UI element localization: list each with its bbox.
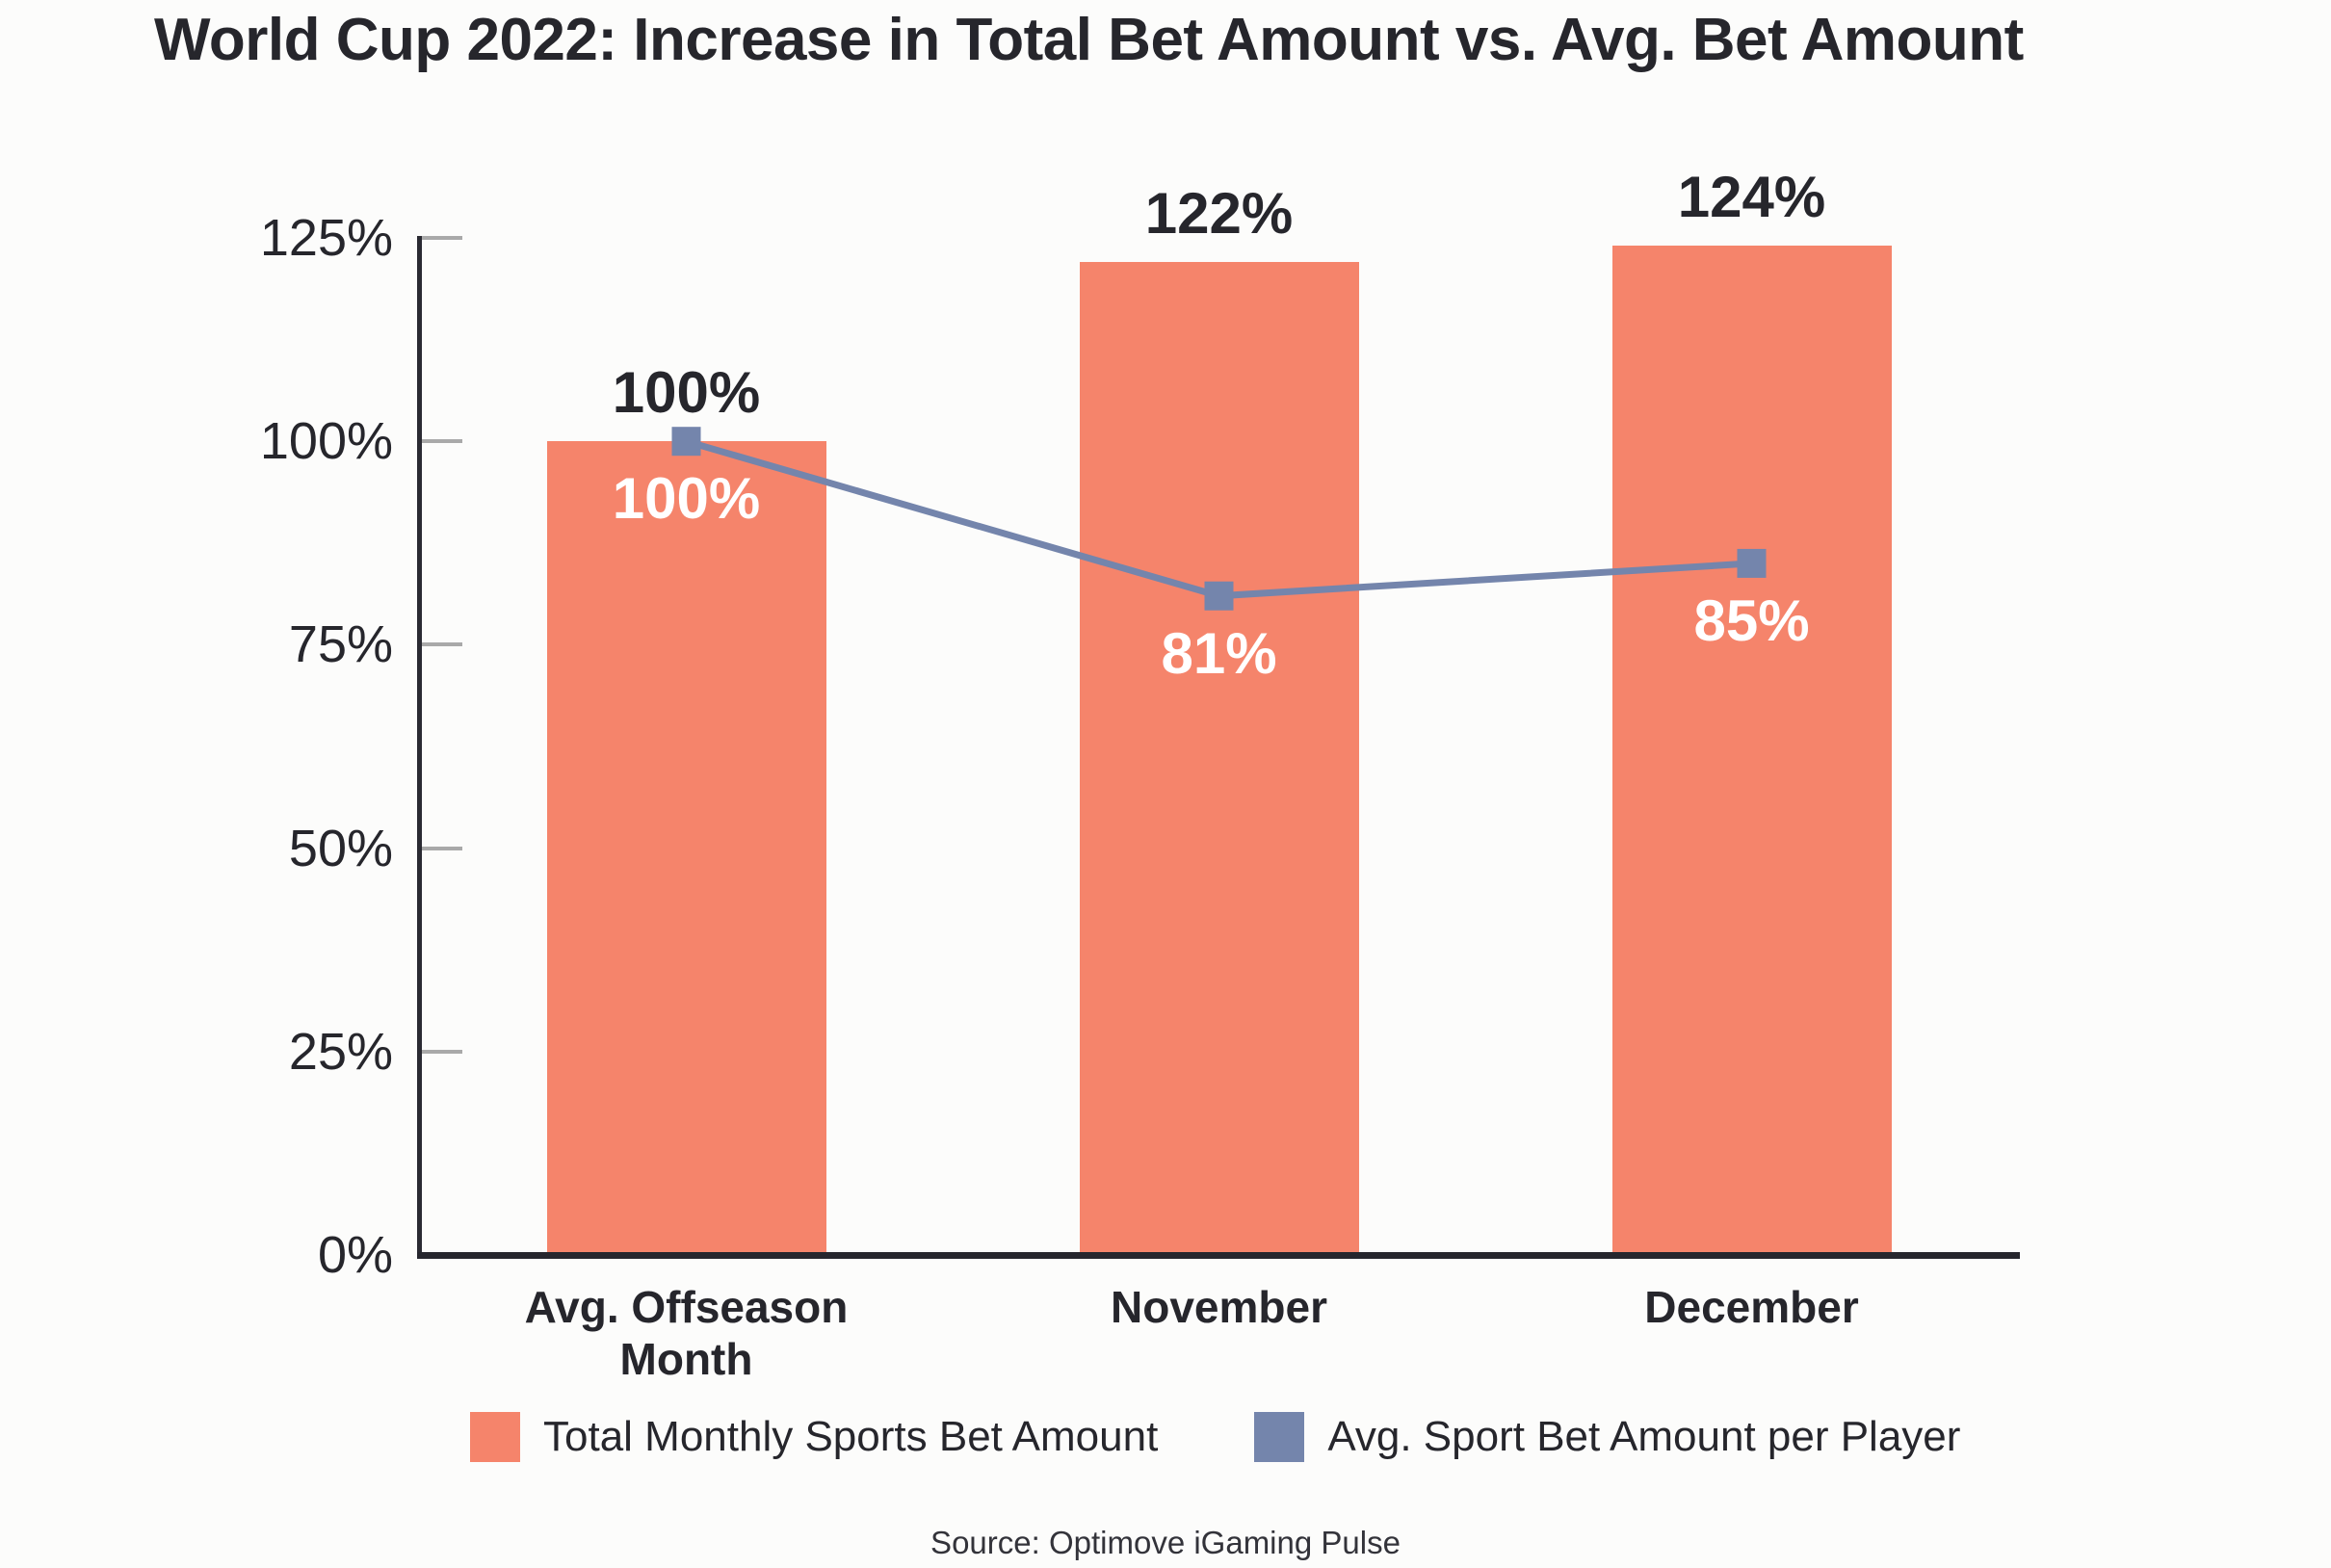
bar-value-label: 122% [1144,181,1294,247]
line-series-swatch-icon [1254,1412,1305,1462]
chart-title: World Cup 2022: Increase in Total Bet Am… [154,7,2024,73]
legend-label: Total Monthly Sports Bet Amount [543,1413,1159,1460]
category-label-2: November [1027,1281,1412,1333]
y-tick-mark [422,439,462,444]
y-tick-mark [422,846,462,850]
bar-value-label: 100% [612,360,761,426]
y-tick-mark [422,236,462,240]
y-tick-mark [422,642,462,647]
y-axis-line [417,236,422,1259]
legend-item-total-bet: Total Monthly Sports Bet Amount [470,1412,1158,1462]
y-tick-label: 100% [259,412,393,471]
y-tick-label: 50% [288,819,393,877]
y-tick-mark [422,1049,462,1054]
y-tick-label: 125% [259,209,393,267]
legend: Total Monthly Sports Bet Amount Avg. Spo… [470,1412,1960,1462]
bar-2 [1079,262,1359,1255]
legend-label: Avg. Sport Bet Amount per Player [1327,1413,1961,1460]
y-tick-label: 0% [317,1226,393,1284]
category-label-text: November [1111,1282,1327,1332]
bar-3 [1611,246,1892,1255]
category-label-text: December [1644,1282,1859,1332]
line-value-label: 85% [1693,588,1810,653]
bar-value-label: 124% [1677,165,1826,230]
x-axis-line [417,1252,2020,1259]
bar-series-swatch-icon [470,1412,520,1462]
y-tick-label: 75% [288,615,393,674]
legend-item-avg-bet: Avg. Sport Bet Amount per Player [1254,1412,1960,1462]
y-tick-label: 25% [288,1022,393,1081]
category-label-3: December [1559,1281,1945,1333]
bar-1 [546,441,826,1255]
line-value-label: 81% [1161,620,1277,686]
category-label-text: Avg. Offseason Month [524,1282,849,1384]
source-note: Source: Optimove iGaming Pulse [930,1525,1401,1560]
category-label-1: Avg. Offseason Month [494,1281,879,1385]
line-value-label: 100% [612,466,761,532]
